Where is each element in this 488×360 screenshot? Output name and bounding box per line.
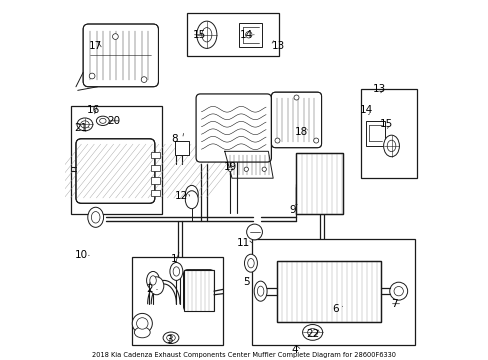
Bar: [239, 23, 262, 46]
Circle shape: [274, 138, 280, 143]
Ellipse shape: [146, 271, 159, 289]
Ellipse shape: [302, 324, 322, 340]
Text: 10: 10: [75, 250, 88, 260]
Ellipse shape: [185, 191, 198, 209]
Ellipse shape: [149, 277, 163, 295]
Ellipse shape: [185, 185, 198, 203]
Ellipse shape: [166, 334, 175, 341]
Bar: [151, 165, 160, 171]
Bar: [296, 153, 343, 214]
Text: 2: 2: [146, 284, 152, 294]
Text: 11: 11: [237, 238, 250, 248]
Text: 22: 22: [305, 329, 319, 339]
FancyBboxPatch shape: [83, 24, 158, 87]
Text: 7: 7: [390, 299, 397, 309]
Text: 9: 9: [289, 206, 296, 216]
Text: 14: 14: [359, 105, 372, 115]
Circle shape: [262, 167, 266, 171]
Text: 8: 8: [171, 134, 178, 144]
Ellipse shape: [88, 207, 103, 227]
FancyBboxPatch shape: [76, 139, 155, 203]
Circle shape: [112, 34, 118, 40]
Ellipse shape: [134, 327, 150, 338]
Circle shape: [136, 318, 148, 329]
Text: 5: 5: [243, 277, 249, 287]
Bar: [183, 270, 214, 311]
Text: 3: 3: [165, 334, 172, 345]
Bar: [296, 153, 343, 214]
Ellipse shape: [383, 135, 399, 157]
Ellipse shape: [202, 28, 211, 42]
Circle shape: [244, 167, 248, 171]
Text: 13: 13: [271, 41, 285, 50]
Bar: [360, 89, 416, 178]
FancyBboxPatch shape: [183, 270, 214, 311]
Bar: [187, 13, 278, 56]
Text: 15: 15: [379, 120, 392, 129]
Text: 15: 15: [193, 30, 206, 40]
Ellipse shape: [169, 262, 183, 280]
Ellipse shape: [196, 21, 217, 48]
Text: 13: 13: [371, 84, 385, 94]
Ellipse shape: [91, 212, 100, 223]
Text: 4: 4: [291, 345, 297, 355]
Bar: [151, 152, 160, 158]
Bar: [151, 177, 160, 184]
Circle shape: [141, 77, 147, 82]
Ellipse shape: [244, 254, 257, 272]
Circle shape: [227, 167, 232, 171]
Bar: [365, 121, 385, 146]
Text: 14: 14: [239, 30, 252, 40]
Ellipse shape: [254, 281, 266, 301]
Text: 20: 20: [107, 116, 120, 126]
Circle shape: [132, 314, 152, 333]
Bar: [183, 270, 214, 311]
Ellipse shape: [257, 286, 264, 296]
Circle shape: [89, 73, 95, 79]
Ellipse shape: [173, 267, 179, 276]
Text: 17: 17: [89, 41, 102, 50]
Bar: [276, 261, 380, 321]
Text: 12: 12: [175, 191, 188, 201]
Bar: [131, 257, 223, 345]
Ellipse shape: [149, 276, 156, 285]
Text: 2018 Kia Cadenza Exhaust Components Center Muffler Complete Diagram for 28600F63: 2018 Kia Cadenza Exhaust Components Cent…: [92, 351, 396, 357]
Bar: [70, 107, 162, 214]
Text: 1: 1: [171, 254, 178, 264]
Text: 18: 18: [295, 127, 308, 136]
Circle shape: [389, 282, 407, 300]
Ellipse shape: [386, 140, 395, 152]
FancyBboxPatch shape: [271, 92, 321, 148]
Text: 21: 21: [75, 123, 88, 133]
Bar: [183, 270, 214, 311]
Text: 16: 16: [87, 105, 101, 115]
Ellipse shape: [246, 224, 262, 240]
FancyBboxPatch shape: [196, 94, 271, 162]
Ellipse shape: [163, 332, 179, 343]
Text: 6: 6: [332, 304, 339, 314]
Ellipse shape: [307, 328, 317, 336]
Circle shape: [313, 138, 318, 143]
Circle shape: [245, 32, 251, 38]
Bar: [276, 261, 380, 321]
Circle shape: [393, 287, 403, 296]
Bar: [174, 140, 188, 155]
Bar: [251, 239, 414, 345]
Text: 19: 19: [223, 162, 236, 172]
Ellipse shape: [81, 121, 89, 128]
Circle shape: [293, 95, 298, 100]
Bar: [151, 190, 160, 196]
Ellipse shape: [96, 116, 109, 126]
Ellipse shape: [77, 118, 93, 131]
Ellipse shape: [247, 258, 254, 268]
Ellipse shape: [100, 118, 106, 123]
